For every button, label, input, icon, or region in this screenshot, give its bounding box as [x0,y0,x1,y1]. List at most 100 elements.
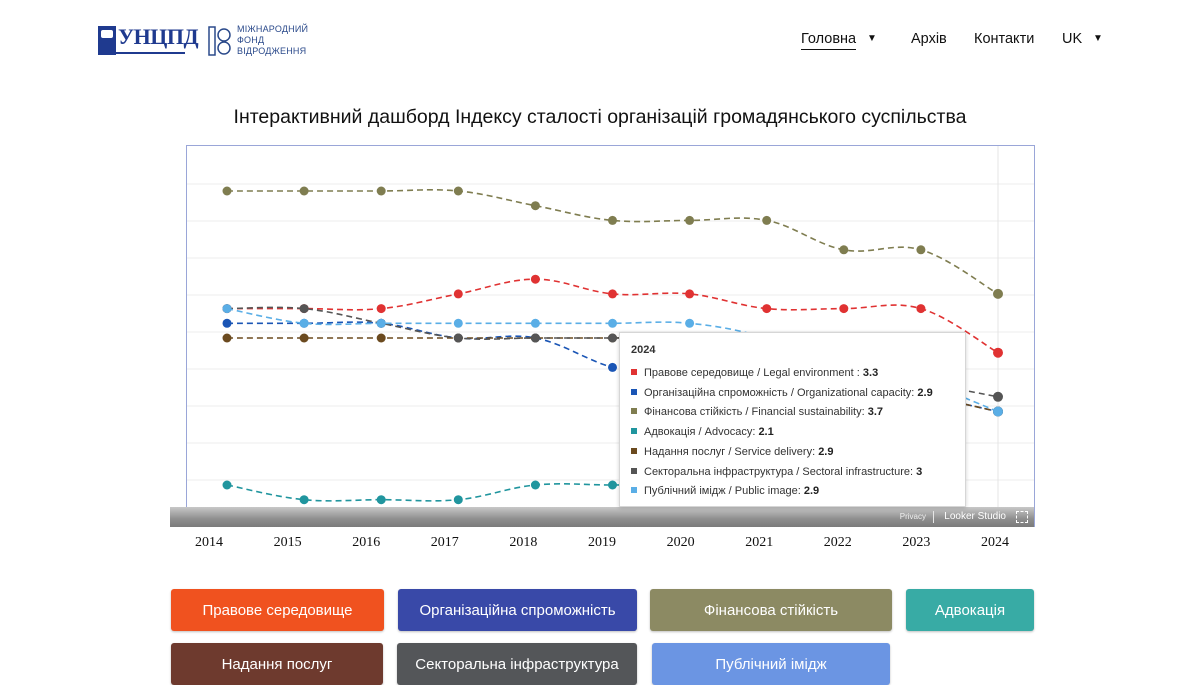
data-point[interactable] [916,245,926,255]
data-point[interactable] [222,480,232,490]
data-point[interactable] [453,495,463,505]
nav-home-dropdown-icon[interactable]: ▼ [867,33,877,44]
series-line[interactable] [227,189,999,295]
data-point[interactable] [530,274,540,284]
legal-environment-button[interactable]: Правове середовище [171,589,384,631]
looker-studio-link[interactable]: Looker Studio [944,511,1006,522]
irf-logo-line-3: ВІДРОДЖЕННЯ [237,46,307,56]
data-point[interactable] [839,245,849,255]
nav-language-selector[interactable]: UK [1062,31,1083,47]
organizational-capacity-button[interactable]: Організаційна спроможність [398,589,637,631]
privacy-link[interactable]: Privacy [899,512,926,521]
data-point[interactable] [608,215,617,225]
data-point[interactable] [839,304,849,314]
tooltip-year: 2024 [631,344,656,356]
data-point[interactable] [530,318,540,328]
service-delivery-button[interactable]: Надання послуг [171,643,383,685]
tooltip-row-value: 3.7 [867,406,883,419]
data-point[interactable] [530,333,540,343]
tooltip-row-label: Надання послуг / Service delivery: [644,445,819,458]
irf-logo-line-2: ФОНД [237,35,265,45]
data-point[interactable] [530,201,540,211]
series-swatch-icon [631,369,637,375]
series-swatch-icon [631,467,637,474]
series-3[interactable] [222,186,1004,299]
advocacy-button[interactable]: Адвокація [906,589,1034,631]
tooltip-row-label: Адвокація / Advocacy: [644,426,759,439]
ucipr-logo-mark-icon [98,26,116,55]
data-point[interactable] [453,186,463,196]
nav-home[interactable]: Головна [801,31,857,50]
data-point[interactable] [453,289,463,299]
data-point[interactable] [608,362,617,372]
ucipr-logo-underline [98,52,185,54]
nav-language-dropdown-icon[interactable]: ▼ [1093,33,1103,44]
irf-logo[interactable]: МІЖНАРОДНИЙ ФОНД ВІДРОДЖЕННЯ [208,24,318,58]
series-line[interactable] [226,306,999,398]
data-point[interactable] [376,186,386,196]
data-point[interactable] [916,304,926,314]
data-point[interactable] [299,318,309,328]
series-line[interactable] [226,483,998,527]
x-tick-label: 2023 [902,535,931,550]
x-tick-label: 2020 [666,535,695,550]
data-point[interactable] [376,318,386,328]
data-point[interactable] [762,304,772,314]
data-point[interactable] [222,186,232,196]
data-point[interactable] [608,318,617,328]
data-point[interactable] [608,480,617,490]
tooltip-row-value: 2.9 [917,386,933,399]
data-point[interactable] [685,215,695,225]
data-point[interactable] [993,347,1003,358]
tooltip-row: Публічний імідж / Public image: 2.9 [631,485,819,497]
data-point[interactable] [608,289,617,299]
nav-contacts[interactable]: Контакти [974,31,1035,47]
tooltip-row-label: Організаційна спроможність / Organizatio… [644,386,918,399]
data-point[interactable] [993,288,1003,299]
fullscreen-icon[interactable] [1016,511,1028,523]
data-point[interactable] [376,333,386,343]
x-tick-label: 2014 [195,535,223,550]
data-point[interactable] [685,289,695,299]
nav-home-label: Головна [801,31,857,50]
data-point[interactable] [299,495,309,505]
data-point[interactable] [453,318,463,328]
footer-separator [933,511,934,523]
data-point[interactable] [993,406,1003,417]
data-point[interactable] [299,186,309,196]
data-point[interactable] [299,333,309,343]
data-point[interactable] [222,304,232,314]
data-point[interactable] [993,391,1003,402]
x-tick-label: 2015 [273,535,302,550]
tooltip-row-value: 3 [916,465,923,478]
series-swatch-icon [631,487,637,494]
tooltip-row: Секторальна інфраструктура / Sectoral in… [631,466,922,478]
financial-sustainability-button[interactable]: Фінансова стійкість [650,589,892,631]
tooltip-row-label: Секторальна інфраструктура / Sectoral in… [644,465,917,478]
data-point[interactable] [376,495,386,505]
data-point[interactable] [376,304,386,314]
data-point[interactable] [222,318,232,328]
x-tick-label: 2016 [352,535,381,550]
ucipr-logo[interactable]: УНЦПД [98,24,199,56]
data-point[interactable] [222,333,232,343]
tooltip-row-label: Публічний імідж / Public image: [644,485,804,498]
data-point[interactable] [608,333,617,343]
x-tick-label: 2024 [981,535,1009,550]
tooltip-row-value: 2.9 [818,445,834,458]
sectoral-infrastructure-button[interactable]: Секторальна інфраструктура [397,643,637,685]
data-point[interactable] [685,318,695,328]
data-point[interactable] [299,304,309,314]
nav-archive[interactable]: Архів [911,31,947,47]
x-tick-label: 2017 [430,535,459,550]
data-point[interactable] [453,333,463,343]
tooltip-row: Надання послуг / Service delivery: 2.9 [631,446,833,458]
data-point[interactable] [762,215,772,225]
line-chart[interactable] [187,146,1035,527]
public-image-button[interactable]: Публічний імідж [652,643,890,685]
ucipr-logo-text: УНЦПД [118,24,199,49]
data-point[interactable] [530,480,540,490]
tooltip-row: Правове середовище / Legal environment :… [631,367,878,379]
series-swatch-icon [631,388,637,395]
series-swatch-icon [631,447,637,454]
